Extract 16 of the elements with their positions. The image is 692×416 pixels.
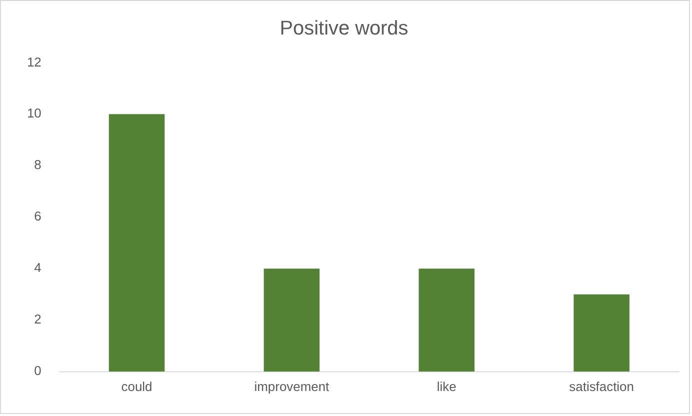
y-tick-label: 2 — [34, 312, 42, 327]
y-tick-label: 8 — [34, 157, 42, 172]
x-tick-label: improvement — [254, 378, 330, 394]
bar — [264, 268, 320, 372]
y-tick-label: 4 — [34, 260, 42, 276]
y-tick-label: 12 — [26, 54, 42, 70]
y-tick-label: 0 — [34, 363, 42, 378]
y-tick-label: 6 — [34, 208, 42, 224]
x-tick-label: like — [436, 378, 456, 394]
bar — [108, 114, 165, 372]
x-tick-label: could — [121, 378, 152, 394]
bar — [574, 294, 630, 372]
chart-title: Positive words — [280, 17, 408, 40]
y-tick-label: 10 — [26, 106, 42, 121]
bar — [418, 268, 475, 372]
x-tick-label: satisfaction — [569, 378, 634, 394]
